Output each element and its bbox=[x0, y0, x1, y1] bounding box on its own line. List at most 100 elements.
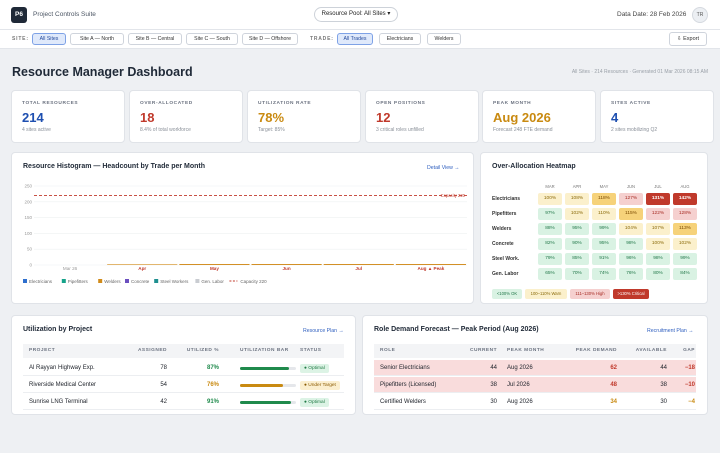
heatmap-cell[interactable]: 97% bbox=[538, 208, 562, 220]
heatmap-cell[interactable]: 102% bbox=[673, 238, 697, 250]
heatmap-cell[interactable]: 96% bbox=[619, 253, 643, 265]
forecast-column-header[interactable]: PEAK DEMAND bbox=[575, 348, 617, 353]
heatmap-cell[interactable]: 128% bbox=[673, 208, 697, 220]
current-count: 44 bbox=[490, 365, 497, 371]
heatmap-cell[interactable]: 115% bbox=[619, 208, 643, 220]
heatmap-row-label: Pipefitters bbox=[492, 211, 517, 217]
utilization-column-header[interactable]: UTILIZED % bbox=[186, 348, 219, 353]
heatmap-cell[interactable]: 84% bbox=[673, 268, 697, 280]
heatmap-cell[interactable]: 100% bbox=[538, 193, 562, 205]
utilization-bar bbox=[240, 384, 296, 387]
heatmap-cell[interactable]: 90% bbox=[565, 238, 589, 250]
trade-chip-electricians[interactable]: Electricians bbox=[379, 33, 421, 45]
heatmap-cell[interactable]: 95% bbox=[565, 223, 589, 235]
heatmap-cell[interactable]: 118% bbox=[592, 193, 616, 205]
heatmap-cell[interactable]: 79% bbox=[538, 253, 562, 265]
legend-swatch bbox=[98, 279, 103, 283]
bar-welders[interactable] bbox=[395, 264, 466, 265]
export-button[interactable]: ⇩ Export bbox=[669, 32, 707, 46]
bar-welders[interactable] bbox=[179, 264, 250, 265]
heatmap-row-label: Electricians bbox=[492, 196, 521, 202]
resource-pool-dropdown[interactable]: Resource Pool: All Sites ▾ bbox=[314, 7, 398, 22]
y-tick-label: 100 bbox=[24, 231, 32, 236]
table-row[interactable]: Al Rayyan Highway Exp. 78 87% ● Optimal bbox=[23, 360, 344, 376]
heatmap-cell[interactable]: 127% bbox=[619, 193, 643, 205]
heatmap-cell[interactable]: 99% bbox=[592, 223, 616, 235]
utilization-column-header[interactable]: STATUS bbox=[300, 348, 322, 353]
heatmap-cell[interactable]: 74% bbox=[592, 268, 616, 280]
table-row[interactable]: Sunrise LNG Terminal 42 91% ● Optimal bbox=[23, 394, 344, 410]
utilization-column-header[interactable]: PROJECT bbox=[29, 348, 56, 353]
heatmap-cell[interactable]: 85% bbox=[565, 253, 589, 265]
legend-swatch bbox=[125, 279, 129, 283]
heatmap-cell[interactable]: 70% bbox=[565, 268, 589, 280]
heatmap-cell[interactable]: 108% bbox=[565, 193, 589, 205]
legend-label: Electricians bbox=[29, 279, 53, 284]
heatmap-cell[interactable]: 99% bbox=[673, 253, 697, 265]
heatmap-cell[interactable]: 122% bbox=[646, 208, 670, 220]
heatmap-month-header: JUL bbox=[654, 184, 662, 189]
heatmap-cell[interactable]: 113% bbox=[673, 223, 697, 235]
heatmap-cell[interactable]: 88% bbox=[538, 223, 562, 235]
site-chip-c[interactable]: Site C — South bbox=[186, 33, 238, 45]
user-avatar[interactable]: TR bbox=[692, 7, 708, 23]
detail-view-link[interactable]: Detail View → bbox=[427, 165, 460, 171]
forecast-table-header bbox=[374, 344, 696, 358]
heatmap-cell[interactable]: 80% bbox=[646, 268, 670, 280]
kpi-card[interactable]: TOTAL RESOURCES 214 4 sites active bbox=[11, 90, 125, 143]
forecast-column-header[interactable]: AVAILABLE bbox=[635, 348, 667, 353]
bar-welders[interactable] bbox=[107, 264, 178, 265]
site-chip-b[interactable]: Site B — Central bbox=[128, 33, 182, 45]
kpi-card[interactable]: SITES ACTIVE 4 2 sites mobilizing Q2 bbox=[600, 90, 714, 143]
status-badge: ● Under Target bbox=[300, 380, 340, 390]
heatmap-cell[interactable]: 131% bbox=[646, 193, 670, 205]
kpi-card[interactable]: PEAK MONTH Aug 2026 Forecast 248 FTE deman… bbox=[482, 90, 596, 143]
trade-chip-all[interactable]: All Trades bbox=[337, 33, 373, 45]
heatmap-cell[interactable]: 98% bbox=[646, 253, 670, 265]
y-tick-label: 150 bbox=[24, 215, 32, 220]
kpi-card[interactable]: OVER-ALLOCATED 18 8.4% of total workforce bbox=[129, 90, 243, 143]
site-chip-all[interactable]: All Sites bbox=[32, 33, 66, 45]
heatmap-cell[interactable]: 100% bbox=[646, 238, 670, 250]
utilization-column-header[interactable]: UTILIZATION BAR bbox=[240, 348, 289, 353]
kpi-card[interactable]: OPEN POSITIONS 12 3 critical roles unfille… bbox=[365, 90, 479, 143]
table-row[interactable]: Pipefitters (Licensed) 38 Jul 2026 48 38 −10 bbox=[374, 377, 696, 393]
utilization-table-header bbox=[23, 344, 344, 358]
table-row[interactable]: Riverside Medical Center 54 76% ● Under Tar… bbox=[23, 377, 344, 393]
recruitment-plan-link[interactable]: Recruitment Plan → bbox=[647, 328, 694, 334]
trade-chip-welders[interactable]: Welders bbox=[427, 33, 461, 45]
heatmap-cell[interactable]: 110% bbox=[592, 208, 616, 220]
heatmap-cell[interactable]: 91% bbox=[592, 253, 616, 265]
heatmap-cell[interactable]: 76% bbox=[619, 268, 643, 280]
site-chip-d[interactable]: Site D — Offshore bbox=[242, 33, 298, 45]
legend-label: Capacity 220 bbox=[240, 279, 267, 284]
app-logo[interactable]: P6 bbox=[11, 7, 27, 23]
kpi-card[interactable]: UTILIZATION RATE 78% Target: 85% bbox=[247, 90, 361, 143]
heatmap-cell[interactable]: 107% bbox=[646, 223, 670, 235]
heatmap-cell[interactable]: 82% bbox=[538, 238, 562, 250]
utilization-column-header[interactable]: ASSIGNED bbox=[137, 348, 167, 353]
table-row[interactable]: Senior Electricians 44 Aug 2026 62 44 −18 bbox=[374, 360, 696, 376]
heatmap-cell[interactable]: 104% bbox=[619, 223, 643, 235]
forecast-column-header[interactable]: CURRENT bbox=[470, 348, 497, 353]
heatmap-legend-item: <100% OK bbox=[492, 289, 522, 299]
project-name: Al Rayyan Highway Exp. bbox=[29, 365, 95, 371]
table-row[interactable]: Certified Welders 30 Aug 2026 34 30 −4 bbox=[374, 394, 696, 410]
heatmap-row-label: Concrete bbox=[492, 241, 514, 247]
bar-welders[interactable] bbox=[251, 264, 322, 265]
bar-welders[interactable] bbox=[323, 264, 394, 265]
forecast-column-header[interactable]: GAP bbox=[683, 348, 695, 353]
resource-plan-link[interactable]: Resource Plan → bbox=[303, 328, 344, 334]
legend-label: Steel Workers bbox=[160, 279, 189, 284]
utilized-percent: 76% bbox=[206, 382, 219, 388]
heatmap-month-header: APR bbox=[572, 184, 582, 189]
heatmap-cell[interactable]: 142% bbox=[673, 193, 697, 205]
heatmap-cell[interactable]: 102% bbox=[565, 208, 589, 220]
site-chip-a[interactable]: Site A — North bbox=[70, 33, 124, 45]
heatmap-cell[interactable]: 65% bbox=[538, 268, 562, 280]
heatmap-cell[interactable]: 98% bbox=[619, 238, 643, 250]
data-date: Data Date: 28 Feb 2026 bbox=[617, 11, 687, 18]
heatmap-cell[interactable]: 95% bbox=[592, 238, 616, 250]
forecast-column-header[interactable]: ROLE bbox=[380, 348, 396, 353]
forecast-column-header[interactable]: PEAK MONTH bbox=[507, 348, 545, 353]
